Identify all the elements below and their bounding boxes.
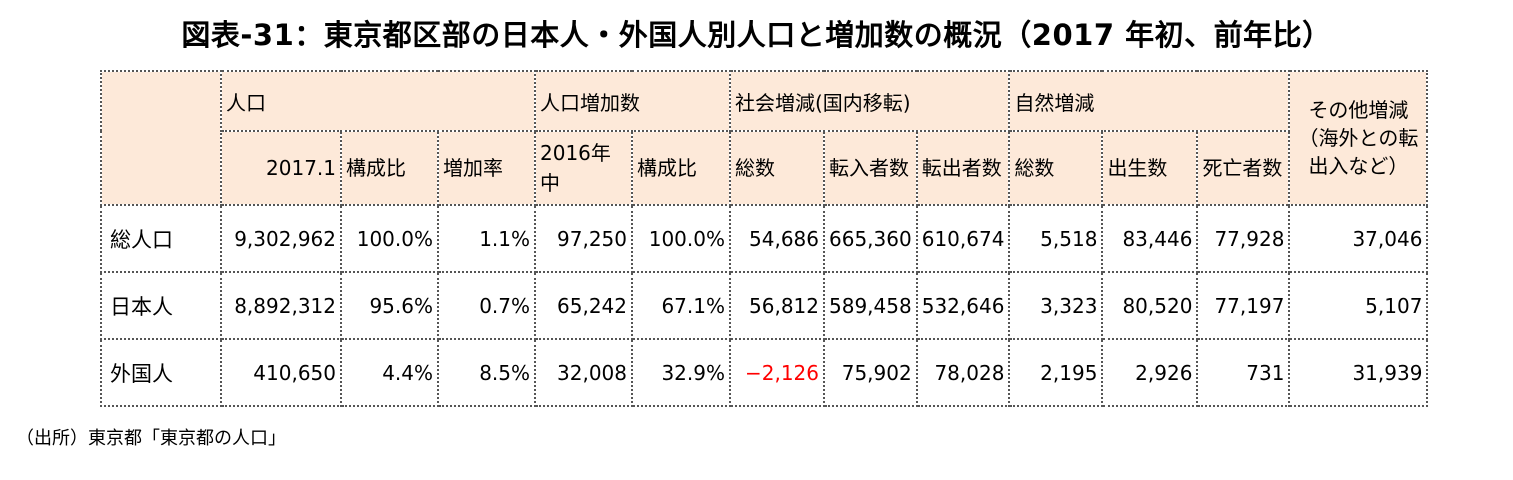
cell-social-total: 56,812 bbox=[729, 271, 825, 340]
cell-growth-rate: 0.7% bbox=[437, 271, 536, 340]
population-table: 人口 人口増加数 社会増減(国内移転) 自然増減 その他増減（海外との転出入など… bbox=[100, 70, 1429, 407]
row-label: 外国人 bbox=[100, 338, 222, 407]
cell-increase: 65,242 bbox=[534, 271, 633, 340]
subheader-natural-total: 総数 bbox=[1008, 130, 1104, 206]
cell-move-out: 78,028 bbox=[915, 338, 1011, 407]
cell-natural-total: 5,518 bbox=[1008, 204, 1104, 273]
table-row: 外国人 410,650 4.4% 8.5% 32,008 32.9% −2,12… bbox=[100, 338, 1429, 407]
corner-cell bbox=[100, 70, 222, 206]
group-header-population: 人口 bbox=[220, 70, 536, 132]
cell-move-out: 532,646 bbox=[915, 271, 1011, 340]
subheader-births: 出生数 bbox=[1101, 130, 1199, 206]
cell-population: 410,650 bbox=[220, 338, 342, 407]
cell-births: 83,446 bbox=[1101, 204, 1199, 273]
cell-increase-share: 32.9% bbox=[631, 338, 731, 407]
subheader-move-out: 転出者数 bbox=[915, 130, 1011, 206]
cell-other: 37,046 bbox=[1288, 204, 1429, 273]
cell-population: 8,892,312 bbox=[220, 271, 342, 340]
cell-social-total-negative: −2,126 bbox=[729, 338, 825, 407]
cell-share: 95.6% bbox=[340, 271, 439, 340]
table-row: 日本人 8,892,312 95.6% 0.7% 65,242 67.1% 56… bbox=[100, 271, 1429, 340]
subheader-share-increase: 構成比 bbox=[631, 130, 731, 206]
cell-growth-rate: 8.5% bbox=[437, 338, 536, 407]
cell-move-in: 75,902 bbox=[823, 338, 918, 407]
row-label: 日本人 bbox=[100, 271, 222, 340]
cell-move-in: 665,360 bbox=[823, 204, 918, 273]
header-row-2: 2017.1 構成比 増加率 2016年中 構成比 総数 転入者数 転出者数 総… bbox=[101, 130, 1427, 206]
cell-share: 4.4% bbox=[340, 338, 439, 407]
subheader-growth-rate: 増加率 bbox=[437, 130, 536, 206]
cell-other: 31,939 bbox=[1288, 338, 1429, 407]
cell-increase-share: 67.1% bbox=[631, 271, 731, 340]
cell-increase: 97,250 bbox=[534, 204, 633, 273]
cell-other: 5,107 bbox=[1288, 271, 1429, 340]
cell-growth-rate: 1.1% bbox=[437, 204, 536, 273]
group-header-other: その他増減（海外との転出入など） bbox=[1288, 70, 1429, 206]
cell-share: 100.0% bbox=[340, 204, 439, 273]
cell-deaths: 731 bbox=[1196, 338, 1291, 407]
cell-increase-share: 100.0% bbox=[631, 204, 731, 273]
table-row: 総人口 9,302,962 100.0% 1.1% 97,250 100.0% … bbox=[100, 204, 1429, 273]
cell-births: 80,520 bbox=[1101, 271, 1199, 340]
subheader-move-in: 転入者数 bbox=[823, 130, 918, 206]
cell-increase: 32,008 bbox=[534, 338, 633, 407]
group-header-natural: 自然増減 bbox=[1008, 70, 1291, 132]
subheader-2016: 2016年中 bbox=[534, 130, 633, 206]
row-label: 総人口 bbox=[100, 204, 222, 273]
subheader-share: 構成比 bbox=[340, 130, 439, 206]
cell-natural-total: 3,323 bbox=[1008, 271, 1104, 340]
subheader-deaths: 死亡者数 bbox=[1196, 130, 1291, 206]
cell-births: 2,926 bbox=[1101, 338, 1199, 407]
header-row-1: 人口 人口増加数 社会増減(国内移転) 自然増減 その他増減（海外との転出入など… bbox=[100, 70, 1429, 206]
group-header-social: 社会増減(国内移転) bbox=[728, 70, 1011, 132]
group-header-increase: 人口増加数 bbox=[534, 70, 731, 132]
cell-natural-total: 2,195 bbox=[1008, 338, 1104, 407]
source-note: （出所）東京都「東京都の人口」 bbox=[16, 428, 286, 449]
cell-move-out: 610,674 bbox=[915, 204, 1011, 273]
cell-deaths: 77,197 bbox=[1196, 271, 1291, 340]
cell-population: 9,302,962 bbox=[220, 204, 342, 273]
subheader-social-total: 総数 bbox=[729, 130, 825, 206]
cell-move-in: 589,458 bbox=[823, 271, 918, 340]
cell-deaths: 77,928 bbox=[1196, 204, 1291, 273]
cell-social-total: 54,686 bbox=[729, 204, 825, 273]
page-title: 図表-31：東京都区部の日本人・外国人別人口と増加数の概況（2017 年初、前年… bbox=[181, 18, 1332, 52]
subheader-2017-1: 2017.1 bbox=[220, 130, 342, 206]
